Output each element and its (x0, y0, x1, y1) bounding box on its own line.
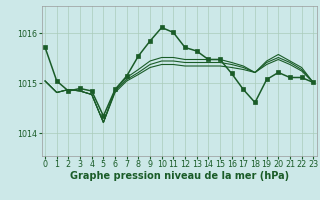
X-axis label: Graphe pression niveau de la mer (hPa): Graphe pression niveau de la mer (hPa) (70, 171, 289, 181)
